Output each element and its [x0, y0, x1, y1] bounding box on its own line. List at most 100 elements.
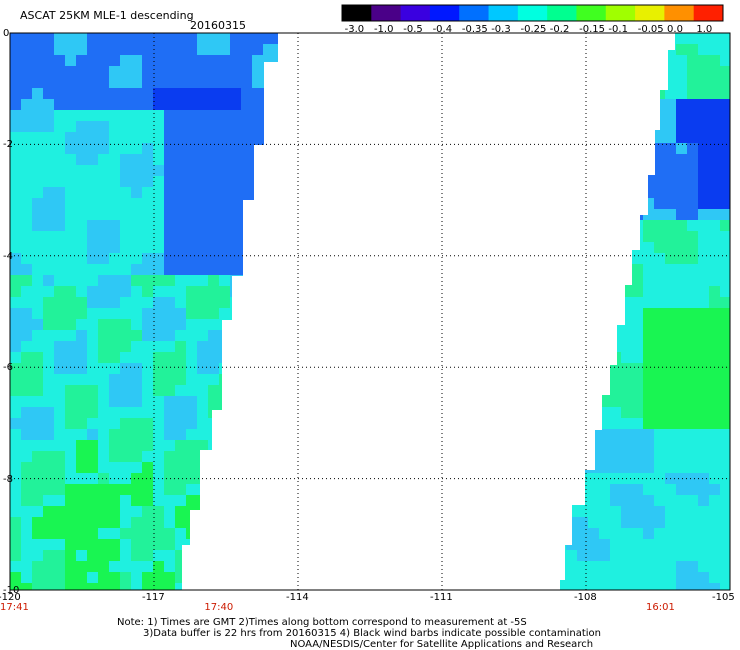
swath-cell — [263, 209, 274, 220]
swath-cell — [98, 352, 109, 363]
swath-cell — [263, 550, 274, 561]
swath-cell — [709, 242, 720, 253]
swath-cell — [32, 55, 43, 66]
swath-cell — [98, 154, 109, 165]
swath-cell — [588, 319, 599, 330]
swath-cell — [10, 473, 21, 484]
swath-cell — [98, 286, 109, 297]
swath-cell — [32, 297, 43, 308]
swath-cell — [687, 440, 698, 451]
swath-cell — [131, 165, 142, 176]
swath-cell — [274, 264, 278, 275]
swath-cell — [698, 77, 709, 88]
swath-cell — [560, 473, 566, 484]
swath-cell — [120, 165, 131, 176]
swath-cell — [87, 275, 98, 286]
swath-cell — [560, 99, 566, 110]
swath-cell — [566, 407, 577, 418]
swath-cell — [263, 231, 274, 242]
swath-cell — [164, 374, 175, 385]
swath-cell — [43, 33, 54, 44]
swath-cell — [252, 385, 263, 396]
swath-cell — [219, 550, 230, 561]
swath-cell — [566, 440, 577, 451]
swath-cell — [241, 231, 252, 242]
swath-cell — [230, 561, 241, 572]
swath-cell — [643, 440, 654, 451]
swath-cell — [208, 506, 219, 517]
swath-cell — [599, 517, 610, 528]
swath-cell — [560, 539, 566, 550]
swath-cell — [709, 385, 720, 396]
swath-cell — [10, 319, 21, 330]
swath-cell — [197, 187, 208, 198]
swath-cell — [610, 198, 621, 209]
swath-cell — [274, 286, 278, 297]
swath-cell — [665, 341, 676, 352]
swath-cell — [720, 407, 730, 418]
swath-cell — [687, 319, 698, 330]
swath-cell — [560, 231, 566, 242]
swath-cell — [252, 462, 263, 473]
swath-cell — [32, 44, 43, 55]
swath-cell — [208, 143, 219, 154]
swath-cell — [665, 253, 676, 264]
swath-cell — [241, 528, 252, 539]
swath-cell — [665, 528, 676, 539]
swath-cell — [621, 484, 632, 495]
swath-cell — [153, 352, 164, 363]
swath-cell — [252, 396, 263, 407]
swath-cell — [208, 187, 219, 198]
swath-cell — [687, 583, 698, 590]
swath-cell — [230, 352, 241, 363]
swath-cell — [665, 99, 676, 110]
swath-cell — [186, 495, 197, 506]
swath-cell — [274, 143, 278, 154]
swath-cell — [186, 583, 197, 590]
swath-cell — [208, 33, 219, 44]
swath-cell — [676, 33, 687, 44]
colorbar-segment — [547, 5, 577, 21]
swath-cell — [54, 352, 65, 363]
swath-cell — [32, 308, 43, 319]
swath-cell — [643, 99, 654, 110]
swath-cell — [698, 176, 709, 187]
swath-cell — [219, 66, 230, 77]
swath-cell — [599, 528, 610, 539]
swath-cell — [566, 176, 577, 187]
swath-cell — [142, 286, 153, 297]
swath-cell — [32, 429, 43, 440]
swath-cell — [65, 132, 76, 143]
swath-cell — [98, 550, 109, 561]
swath-cell — [120, 330, 131, 341]
swath-cell — [65, 451, 76, 462]
swath-cell — [599, 88, 610, 99]
swath-cell — [588, 264, 599, 275]
swath-cell — [643, 583, 654, 590]
swath-cell — [98, 297, 109, 308]
swath-cell — [65, 253, 76, 264]
swath-cell — [186, 462, 197, 473]
swath-cell — [32, 495, 43, 506]
swath-cell — [560, 154, 566, 165]
swath-cell — [263, 583, 274, 590]
swath-cell — [698, 110, 709, 121]
swath-cell — [208, 286, 219, 297]
swath-cell — [588, 99, 599, 110]
swath-cell — [676, 297, 687, 308]
swath-cell — [632, 66, 643, 77]
swath-cell — [120, 264, 131, 275]
swath-cell — [252, 132, 263, 143]
swath-cell — [153, 561, 164, 572]
swath-cell — [588, 462, 599, 473]
swath-cell — [197, 572, 208, 583]
swath-cell — [632, 528, 643, 539]
swath-cell — [98, 330, 109, 341]
swath-cell — [720, 44, 730, 55]
swath-cell — [175, 517, 186, 528]
swath-cell — [599, 132, 610, 143]
swath-cell — [654, 231, 665, 242]
swath-cell — [632, 583, 643, 590]
swath-cell — [588, 374, 599, 385]
swath-cell — [263, 286, 274, 297]
